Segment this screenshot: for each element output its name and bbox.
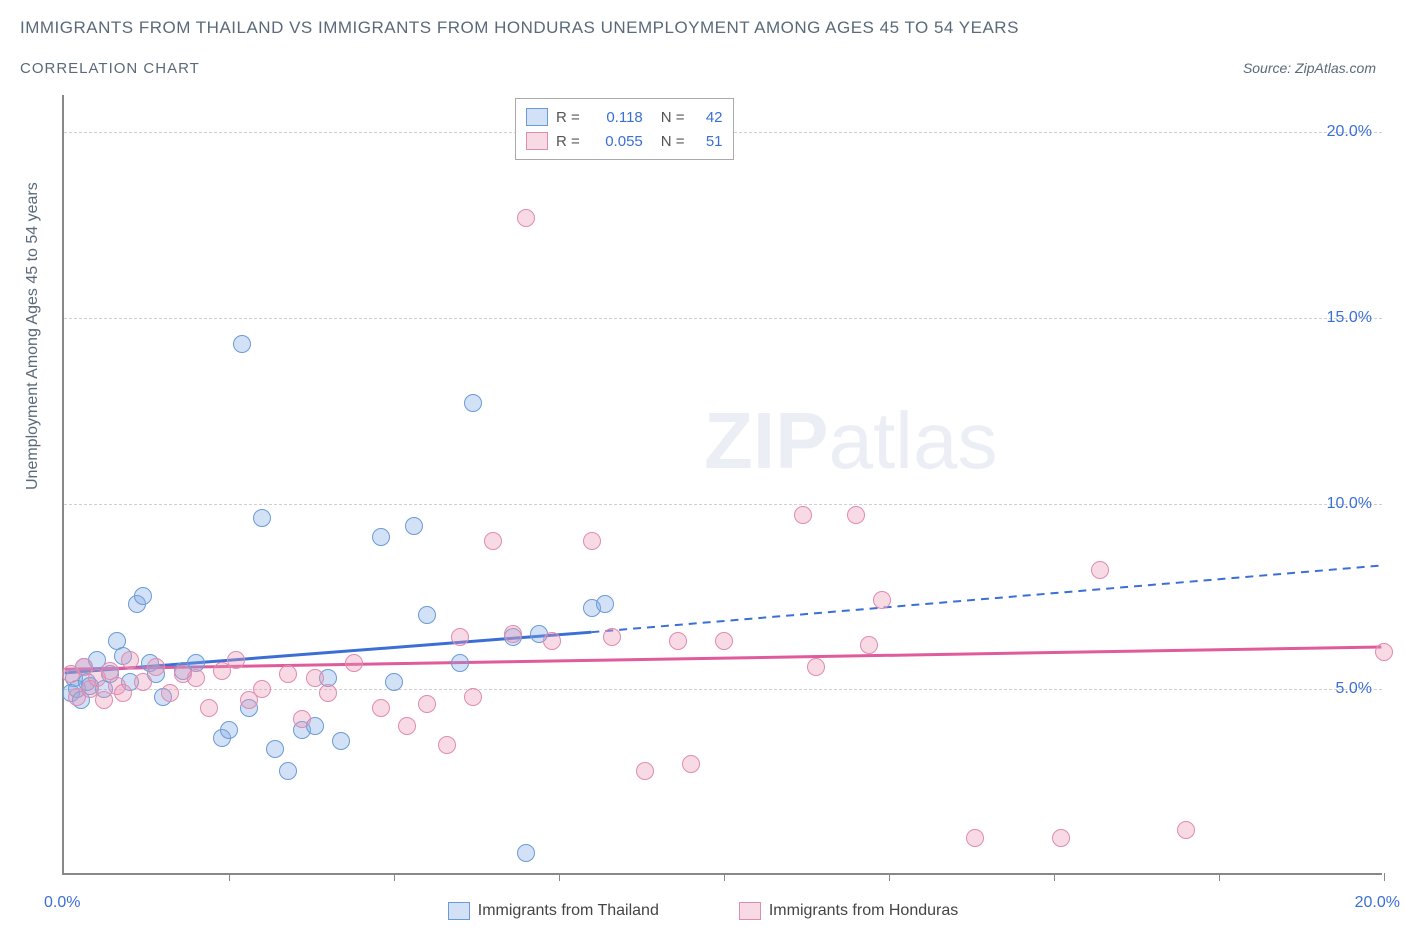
data-point (873, 591, 891, 609)
data-point (279, 762, 297, 780)
x-tick (1054, 873, 1055, 881)
n-value: 42 (693, 109, 723, 126)
data-point (504, 625, 522, 643)
data-point (847, 506, 865, 524)
y-tick-label: 5.0% (1336, 680, 1372, 698)
data-point (161, 684, 179, 702)
data-point (669, 632, 687, 650)
y-tick-label: 20.0% (1327, 123, 1372, 141)
data-point (464, 688, 482, 706)
data-point (1091, 561, 1109, 579)
chart-title: IMMIGRANTS FROM THAILAND VS IMMIGRANTS F… (20, 18, 1019, 38)
n-label: N = (661, 109, 685, 126)
data-point (1375, 643, 1393, 661)
data-point (114, 684, 132, 702)
data-point (332, 732, 350, 750)
data-point (715, 632, 733, 650)
data-point (636, 762, 654, 780)
data-point (306, 669, 324, 687)
r-label: R = (556, 109, 580, 126)
data-point (464, 394, 482, 412)
r-label: R = (556, 133, 580, 150)
data-point (134, 587, 152, 605)
data-point (385, 673, 403, 691)
data-point (266, 740, 284, 758)
data-point (438, 736, 456, 754)
data-point (319, 684, 337, 702)
data-point (200, 699, 218, 717)
x-tick (1384, 873, 1385, 881)
legend-item: Immigrants from Thailand (448, 902, 659, 920)
data-point (596, 595, 614, 613)
data-point (233, 335, 251, 353)
grid-line (64, 318, 1382, 319)
legend-swatch (739, 902, 761, 920)
legend-swatch (448, 902, 470, 920)
data-point (279, 665, 297, 683)
y-tick-label: 15.0% (1327, 309, 1372, 327)
trend-lines (64, 95, 1382, 873)
data-point (517, 844, 535, 862)
data-point (807, 658, 825, 676)
scatter-plot-area: ZIPatlas 5.0% 10.0% 15.0% 20.0% (62, 95, 1382, 875)
data-point (227, 651, 245, 669)
r-value: 0.055 (588, 133, 643, 150)
n-label: N = (661, 133, 685, 150)
data-point (187, 669, 205, 687)
data-point (543, 632, 561, 650)
source-label: Source: ZipAtlas.com (1243, 60, 1376, 76)
data-point (517, 209, 535, 227)
x-tick (1219, 873, 1220, 881)
stats-row: R = 0.055 N = 51 (526, 129, 723, 153)
chart-subtitle: CORRELATION CHART (20, 60, 200, 77)
legend-item: Immigrants from Honduras (739, 902, 958, 920)
data-point (372, 528, 390, 546)
data-point (682, 755, 700, 773)
legend-label: Immigrants from Honduras (769, 902, 958, 920)
x-tick (724, 873, 725, 881)
r-value: 0.118 (588, 109, 643, 126)
n-value: 51 (693, 133, 723, 150)
data-point (794, 506, 812, 524)
data-point (121, 651, 139, 669)
x-tick (889, 873, 890, 881)
data-point (147, 658, 165, 676)
data-point (1177, 821, 1195, 839)
x-tick (394, 873, 395, 881)
data-point (253, 680, 271, 698)
stats-legend-box: R = 0.118 N = 42 R = 0.055 N = 51 (515, 98, 734, 160)
y-axis-label: Unemployment Among Ages 45 to 54 years (24, 182, 42, 490)
data-point (583, 532, 601, 550)
data-point (451, 628, 469, 646)
x-tick (559, 873, 560, 881)
watermark-rest: atlas (828, 396, 997, 485)
data-point (95, 691, 113, 709)
data-point (293, 710, 311, 728)
stats-row: R = 0.118 N = 42 (526, 105, 723, 129)
data-point (484, 532, 502, 550)
data-point (134, 673, 152, 691)
data-point (860, 636, 878, 654)
x-tick (229, 873, 230, 881)
data-point (603, 628, 621, 646)
data-point (451, 654, 469, 672)
watermark: ZIPatlas (704, 395, 997, 487)
data-point (253, 509, 271, 527)
legend-label: Immigrants from Thailand (478, 902, 659, 920)
grid-line (64, 504, 1382, 505)
data-point (220, 721, 238, 739)
legend-swatch (526, 132, 548, 150)
series-legend: Immigrants from Thailand Immigrants from … (0, 902, 1406, 920)
legend-swatch (526, 108, 548, 126)
y-tick-label: 10.0% (1327, 495, 1372, 513)
data-point (372, 699, 390, 717)
data-point (398, 717, 416, 735)
watermark-bold: ZIP (704, 396, 828, 485)
data-point (345, 654, 363, 672)
data-point (405, 517, 423, 535)
data-point (966, 829, 984, 847)
data-point (418, 606, 436, 624)
data-point (418, 695, 436, 713)
data-point (1052, 829, 1070, 847)
